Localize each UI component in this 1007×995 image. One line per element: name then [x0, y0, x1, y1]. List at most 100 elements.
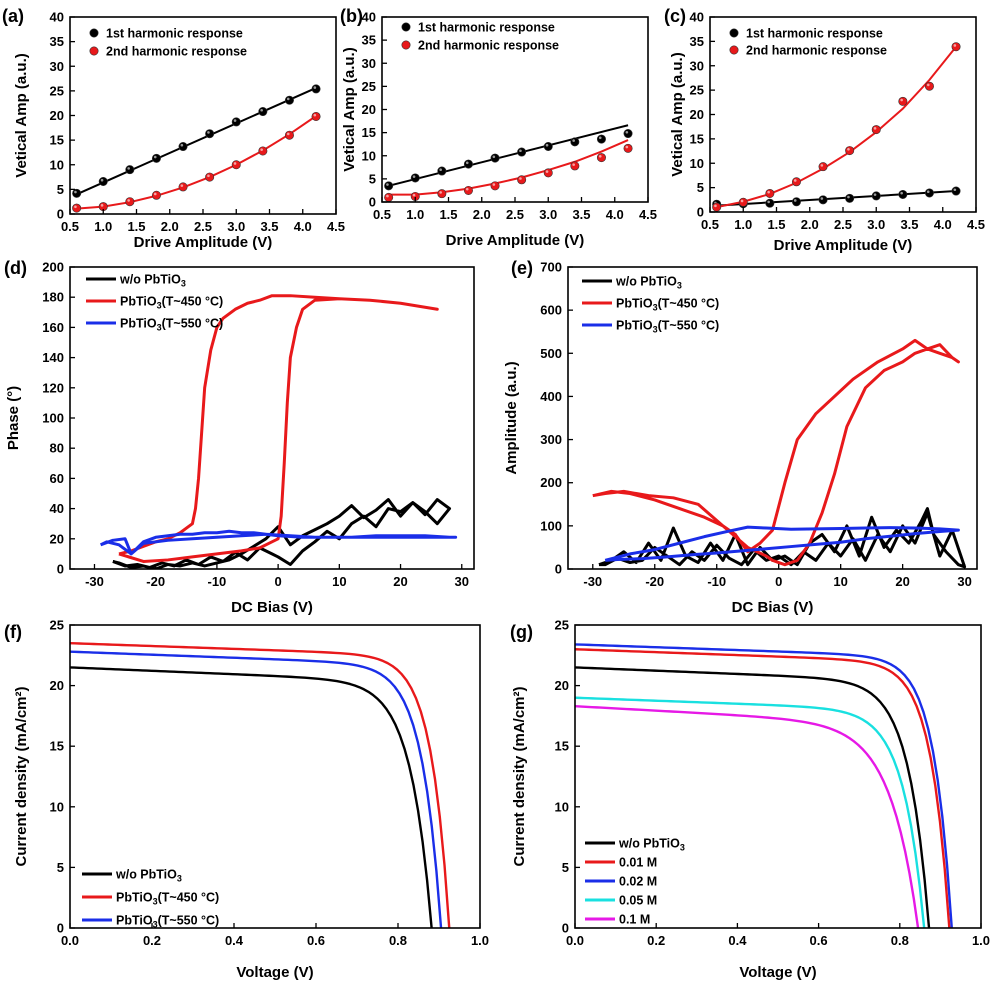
y-tick-label: 400: [540, 389, 562, 404]
data-point-highlight: [465, 161, 469, 165]
y-tick-label: 140: [42, 350, 64, 365]
fit-line-2: [716, 46, 957, 209]
fit-line-1: [388, 124, 629, 187]
data-point: [623, 129, 633, 139]
x-tick-label: 0.5: [373, 207, 391, 222]
x-tick-label: 2.0: [161, 219, 179, 234]
y-tick-label: 25: [50, 618, 64, 633]
y-tick-label: 40: [362, 10, 376, 25]
data-point-highlight: [767, 190, 770, 194]
data-point: [871, 125, 881, 135]
panel-label: (f): [4, 622, 22, 642]
data-point: [72, 203, 82, 213]
y-tick-label: 15: [690, 131, 704, 146]
legend-label: PbTiO3(T~450 °C): [120, 295, 223, 311]
legend-label: 2nd harmonic response: [106, 45, 247, 59]
data-point: [463, 159, 473, 169]
y-tick-label: 100: [540, 518, 562, 533]
x-tick-label: 1.5: [439, 207, 457, 222]
data-point: [570, 161, 580, 171]
data-point-highlight: [260, 148, 263, 151]
data-point: [151, 153, 161, 163]
series-line-2: [592, 338, 960, 567]
y-tick-label: 0: [697, 205, 704, 220]
x-tick-label: 3.0: [227, 219, 245, 234]
y-tick-label: 30: [362, 56, 376, 71]
x-tick-label: 0.6: [810, 933, 828, 948]
y-tick-label: 160: [42, 320, 64, 335]
panel-b: 0.5 1.0 1.5 2.0 2.5 3.0 3.5 4.0 4.5 0 5 10 15 20 25 30 3…: [340, 6, 657, 249]
x-tick-label: -10: [707, 574, 726, 589]
y-axis-label: Current density (mA/cm²): [511, 686, 528, 866]
y-tick-label: 15: [555, 739, 569, 754]
data-point: [765, 188, 775, 198]
y-tick-label: 0: [57, 207, 64, 222]
data-point-highlight: [127, 167, 130, 170]
x-axis-label: Drive Amplitude (V): [446, 232, 585, 249]
x-tick-label: -10: [208, 574, 227, 589]
data-point-highlight: [412, 175, 416, 178]
x-tick-label: 1.5: [127, 219, 145, 234]
panel-label: (b): [340, 6, 363, 26]
y-tick-label: 15: [362, 125, 376, 140]
x-tick-label: 0.5: [701, 217, 719, 232]
data-point-highlight: [598, 136, 602, 140]
data-point-highlight: [926, 190, 930, 193]
y-tick-label: 10: [690, 156, 704, 171]
data-point-highlight: [847, 195, 850, 199]
data-point-highlight: [847, 147, 850, 151]
y-tick-label: 180: [42, 290, 64, 305]
legend: w/o PbTiO3 0.01 M 0.02 M 0.05 M 0.1 M: [585, 837, 685, 927]
data-point-highlight: [625, 130, 629, 134]
x-axis-label: Drive Amplitude (V): [774, 237, 913, 254]
series-line-2: [70, 641, 451, 928]
data-point-highlight: [439, 168, 442, 172]
legend: w/o PbTiO3 PbTiO3(T~450 °C) PbTiO3(T~550 °…: [86, 273, 223, 333]
series-group: [70, 641, 451, 928]
y-tick-label: 0: [57, 562, 64, 577]
legend: w/o PbTiO3 PbTiO3(T~450 °C) PbTiO3(T~550 °…: [82, 868, 219, 930]
x-tick-label: 1.0: [471, 933, 489, 948]
series-line-2: [118, 294, 439, 563]
data-point: [98, 176, 108, 186]
x-tick-label: 10: [332, 574, 346, 589]
y-tick-label: 20: [690, 107, 704, 122]
data-point-highlight: [100, 178, 104, 182]
series-line-3: [575, 643, 953, 928]
panel-label: (d): [4, 258, 27, 278]
data-point: [924, 188, 934, 198]
panel-label: (c): [664, 6, 686, 26]
y-tick-label: 100: [42, 411, 64, 426]
data-point: [596, 153, 606, 163]
data-point: [791, 197, 801, 207]
series-group: [575, 643, 953, 928]
panel-c: 0.5 1.0 1.5 2.0 2.5 3.0 3.5 4.0 4.5 0 5 10 15 20 25 30 3…: [664, 6, 985, 254]
legend-label: 0.02 M: [619, 875, 657, 889]
data-point: [818, 162, 828, 172]
y-tick-label: 5: [57, 182, 64, 197]
data-point-highlight: [598, 155, 602, 158]
x-tick-label: 20: [895, 574, 909, 589]
series-line-2: [575, 648, 951, 928]
legend-marker: [729, 45, 739, 55]
y-tick-label: 10: [50, 799, 64, 814]
legend-label: 2nd harmonic response: [746, 44, 887, 58]
data-point-highlight: [820, 197, 824, 200]
series-line-1: [112, 498, 452, 569]
legend-marker: [729, 28, 739, 38]
y-tick-label: 30: [50, 59, 64, 74]
x-tick-label: -20: [645, 574, 664, 589]
x-tick-label: 0.4: [225, 933, 244, 948]
data-point: [125, 197, 135, 207]
y-tick-label: 700: [540, 260, 562, 275]
data-point: [205, 172, 215, 182]
y-tick-label: 35: [50, 34, 64, 49]
x-tick-label: 3.5: [572, 207, 590, 222]
legend-marker: [89, 28, 99, 38]
x-tick-label: -20: [146, 574, 165, 589]
y-axis-label: Vetical Amp (a.u.): [341, 47, 358, 171]
x-tick-label: 1.5: [767, 217, 785, 232]
y-tick-label: 30: [690, 58, 704, 73]
data-point-highlight: [153, 155, 157, 159]
